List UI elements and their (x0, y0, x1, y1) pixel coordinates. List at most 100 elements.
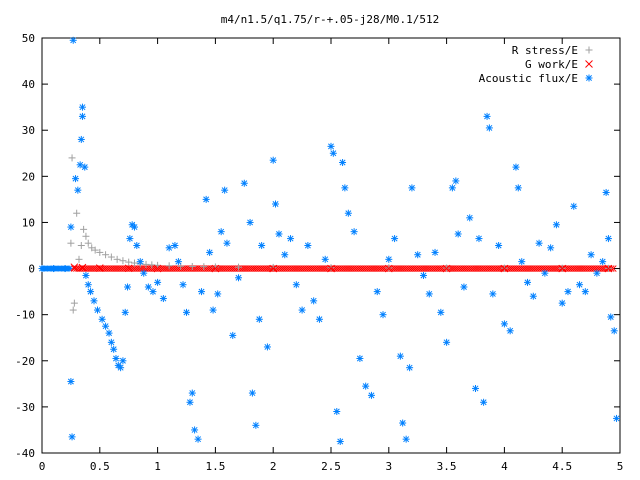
data-point (102, 322, 110, 330)
x-tick-label: 3 (385, 460, 392, 473)
data-point (460, 283, 468, 291)
data-point (217, 228, 225, 236)
data-point (191, 426, 199, 434)
data-point (133, 242, 141, 249)
data-point (149, 288, 157, 296)
data-point (489, 290, 497, 298)
data-point (339, 159, 347, 166)
data-point (136, 258, 144, 266)
legend-marker (585, 74, 593, 82)
data-point (350, 228, 358, 236)
data-point (344, 209, 352, 217)
data-point (385, 255, 393, 263)
data-point (373, 288, 381, 296)
data-point (406, 364, 414, 372)
data-point (130, 223, 138, 231)
data-point (77, 242, 85, 249)
data-point (153, 264, 162, 273)
x-tick-label: 1 (154, 460, 161, 473)
series-star (38, 36, 621, 445)
data-point (67, 223, 75, 231)
data-point (315, 315, 323, 323)
data-point (500, 264, 509, 273)
data-point (186, 398, 194, 406)
data-point (327, 264, 335, 273)
data-point (188, 389, 196, 397)
data-point (379, 311, 387, 319)
legend-label: Acoustic flux/E (479, 72, 578, 85)
data-point (130, 259, 138, 267)
data-point (209, 306, 217, 314)
data-point (604, 235, 612, 243)
data-point (396, 352, 404, 360)
data-point (75, 255, 83, 263)
data-point (121, 308, 129, 316)
data-point (613, 414, 621, 422)
data-point (74, 186, 82, 194)
data-point (248, 389, 256, 397)
data-point (480, 398, 488, 406)
data-point (50, 265, 58, 273)
data-point (72, 175, 80, 183)
data-point (443, 338, 451, 346)
data-point (333, 408, 341, 415)
data-point (125, 258, 133, 266)
x-tick-label: 3.5 (437, 460, 457, 473)
data-point (269, 263, 277, 271)
data-point (258, 242, 266, 249)
data-point (485, 124, 493, 132)
data-point (391, 235, 399, 243)
data-point (419, 271, 427, 279)
data-point (93, 306, 101, 314)
data-point (119, 357, 127, 365)
data-points (38, 36, 621, 445)
data-point (126, 235, 134, 243)
data-point (593, 269, 601, 277)
data-point (321, 255, 329, 263)
data-point (437, 308, 445, 316)
data-point (69, 306, 77, 314)
data-point (202, 195, 210, 203)
data-point (82, 271, 90, 279)
data-point (535, 239, 543, 247)
y-tick-label: 0 (28, 263, 35, 276)
axis-ticks: 0 0.5 1 1.5 2 2.5 3 3.5 4 4.5 5 -40 -30 -20 -10 0 10 20 30… (15, 32, 623, 473)
y-tick-label: -20 (15, 355, 35, 368)
data-point (269, 264, 278, 273)
data-point (112, 354, 120, 362)
data-point (117, 364, 125, 372)
data-point (518, 258, 526, 266)
data-point (304, 242, 312, 249)
data-point (292, 281, 300, 289)
data-point (587, 251, 595, 259)
data-point (275, 230, 283, 238)
data-point (552, 221, 560, 229)
zero-band (39, 265, 617, 272)
data-point (84, 281, 92, 289)
data-point (246, 218, 254, 226)
data-point (452, 177, 460, 185)
data-point (483, 112, 491, 120)
data-point (607, 313, 615, 321)
data-point (269, 156, 277, 164)
data-point (235, 263, 243, 271)
data-point (558, 299, 566, 307)
data-point (171, 242, 179, 249)
x-tick-label: 5 (617, 460, 624, 473)
data-point (165, 244, 173, 252)
data-point (341, 184, 349, 192)
data-point (414, 251, 422, 259)
data-point (506, 327, 514, 335)
data-point (188, 262, 196, 270)
data-point (442, 264, 451, 273)
data-point (223, 239, 231, 247)
data-point (472, 384, 479, 392)
data-point (102, 251, 110, 259)
data-point (329, 149, 337, 157)
data-point (564, 288, 572, 296)
data-point (77, 135, 85, 143)
data-point (69, 36, 77, 44)
data-point (80, 225, 88, 233)
data-point (67, 378, 75, 386)
data-point (298, 306, 306, 314)
